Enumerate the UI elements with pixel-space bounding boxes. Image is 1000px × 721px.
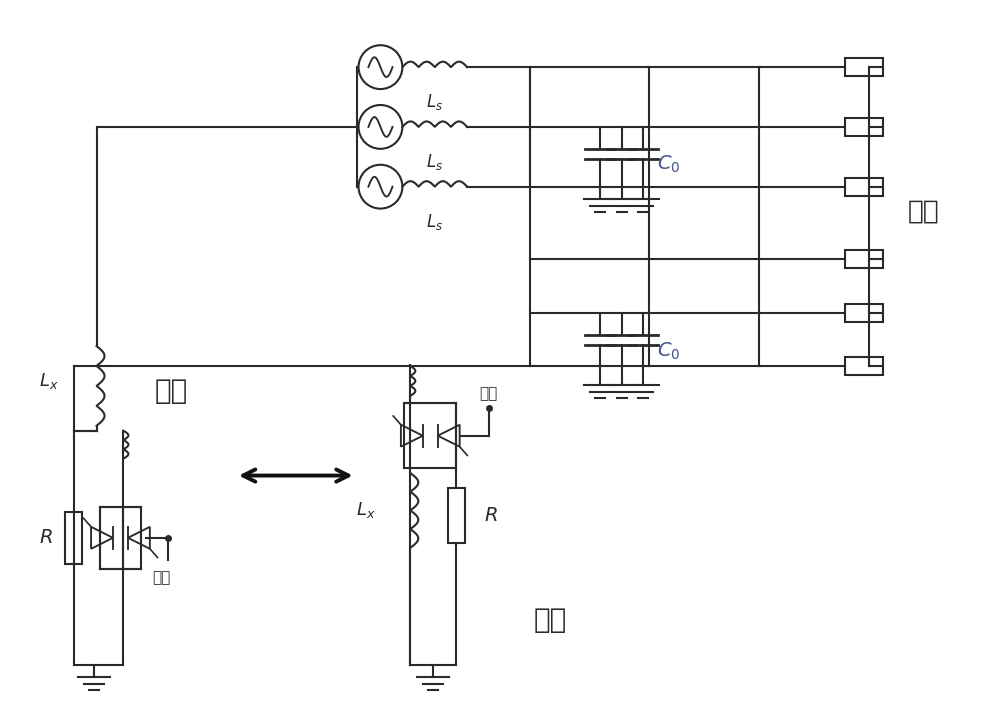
Text: $L_s$: $L_s$ <box>426 152 443 172</box>
Bar <box>65 512 82 564</box>
Text: 串联: 串联 <box>155 377 188 405</box>
Text: $L_s$: $L_s$ <box>426 211 443 231</box>
Bar <box>845 177 883 195</box>
Bar <box>100 507 141 569</box>
Text: $C_0$: $C_0$ <box>657 340 681 362</box>
Text: 控制: 控制 <box>152 570 170 585</box>
Text: $R$: $R$ <box>484 506 498 525</box>
Bar <box>845 118 883 136</box>
Bar <box>845 58 883 76</box>
Bar <box>845 304 883 322</box>
Text: $C_0$: $C_0$ <box>657 154 681 175</box>
Bar <box>845 250 883 268</box>
Text: $R$: $R$ <box>39 528 53 547</box>
Text: 并联: 并联 <box>533 606 566 634</box>
Text: 负载: 负载 <box>907 198 939 224</box>
Text: $L_x$: $L_x$ <box>356 500 375 521</box>
Text: $L_s$: $L_s$ <box>426 92 443 112</box>
Text: $L_x$: $L_x$ <box>39 371 59 391</box>
Bar <box>448 488 465 543</box>
Bar <box>845 357 883 375</box>
Text: 控制: 控制 <box>479 386 497 401</box>
Bar <box>404 403 456 468</box>
